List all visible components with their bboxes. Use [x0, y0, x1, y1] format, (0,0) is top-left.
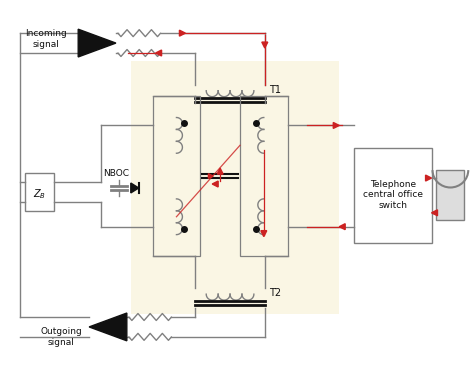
Polygon shape: [89, 313, 127, 341]
Bar: [240, 96, 288, 256]
Polygon shape: [155, 50, 162, 56]
Polygon shape: [212, 181, 218, 187]
Text: Telephone
central office
switch: Telephone central office switch: [363, 180, 423, 210]
Polygon shape: [431, 210, 438, 216]
Polygon shape: [217, 168, 223, 174]
Polygon shape: [180, 30, 185, 36]
Polygon shape: [426, 175, 431, 181]
Text: $Z_B$: $Z_B$: [33, 187, 46, 201]
Polygon shape: [131, 183, 139, 193]
Bar: [25, 173, 55, 211]
Polygon shape: [333, 122, 339, 128]
Bar: [437, 170, 464, 220]
Polygon shape: [209, 174, 213, 178]
Text: T1: T1: [269, 85, 281, 95]
Bar: [131, 61, 339, 314]
Polygon shape: [339, 224, 345, 230]
Polygon shape: [261, 231, 267, 236]
Bar: [153, 96, 201, 256]
Text: T2: T2: [269, 288, 281, 298]
Polygon shape: [78, 29, 116, 57]
Text: Incoming
signal: Incoming signal: [26, 29, 67, 49]
Polygon shape: [262, 42, 268, 48]
Text: NBOC: NBOC: [103, 169, 129, 178]
Bar: [354, 148, 431, 243]
Text: Outgoing
signal: Outgoing signal: [40, 327, 82, 347]
